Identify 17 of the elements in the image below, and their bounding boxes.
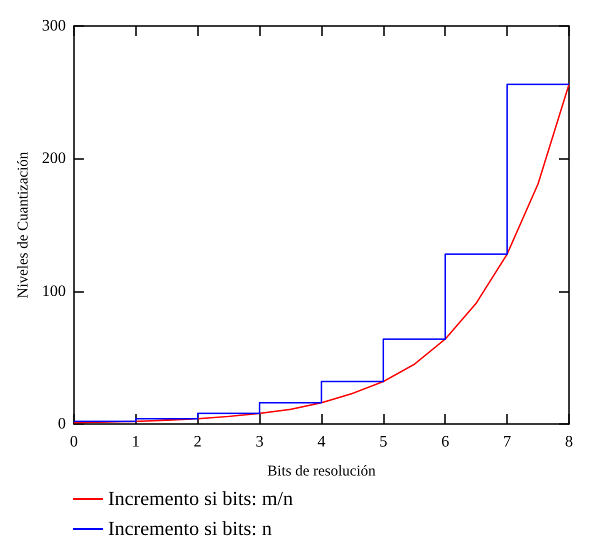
y-axis-title: Niveles de Cuantización	[16, 151, 32, 298]
x-tick-label: 3	[256, 434, 264, 450]
y-tick-label: 300	[42, 18, 66, 34]
legend-label: Incremento si bits: n	[108, 518, 272, 540]
y-tick-label: 100	[42, 282, 66, 300]
y-tick-label: 200	[42, 150, 66, 168]
legend-label: Incremento si bits: m/n	[108, 488, 293, 510]
x-tick-label: 1	[132, 434, 140, 450]
x-tick-label: 0	[70, 434, 78, 450]
x-tick-label: 8	[565, 434, 573, 450]
x-tick-label: 7	[503, 434, 512, 450]
x-axis-title: Bits de resolución	[267, 464, 376, 480]
x-tick-label: 2	[194, 434, 202, 450]
y-tick-label: 0	[58, 416, 66, 432]
x-tick-label: 5	[379, 434, 388, 450]
x-tick-label: 4	[317, 434, 326, 450]
x-tick-label: 6	[441, 434, 450, 450]
